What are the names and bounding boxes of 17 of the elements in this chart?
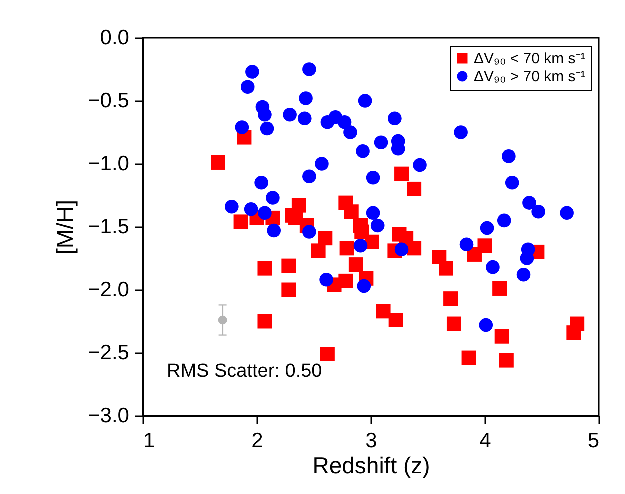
y-tick-label: 0.0 — [100, 26, 130, 50]
y-tick-label: −1.5 — [88, 216, 130, 238]
x-tick-label: 4 — [480, 430, 492, 452]
x-tick-label: 1 — [144, 430, 156, 452]
legend-label: ΔV₉₀ < 70 km s⁻¹ — [474, 50, 586, 68]
x-tick-label: 3 — [366, 430, 378, 452]
y-tick-label: −2.0 — [88, 278, 130, 302]
annotation: RMS Scatter: 0.50 — [167, 361, 322, 382]
y-tick-label: −3.0 — [88, 404, 130, 428]
x-tick-label: 5 — [588, 430, 600, 452]
y-axis-title: [M/H] — [52, 200, 78, 255]
legend-label: ΔV₉₀ > 70 km s⁻¹ — [474, 68, 586, 86]
x-axis-title: Redshift (z) — [312, 452, 430, 478]
y-tick-label: −1.0 — [88, 152, 130, 176]
y-tick-label: −2.5 — [88, 342, 130, 364]
y-tick-label: −0.5 — [88, 90, 130, 112]
x-tick-label: 2 — [252, 430, 264, 452]
